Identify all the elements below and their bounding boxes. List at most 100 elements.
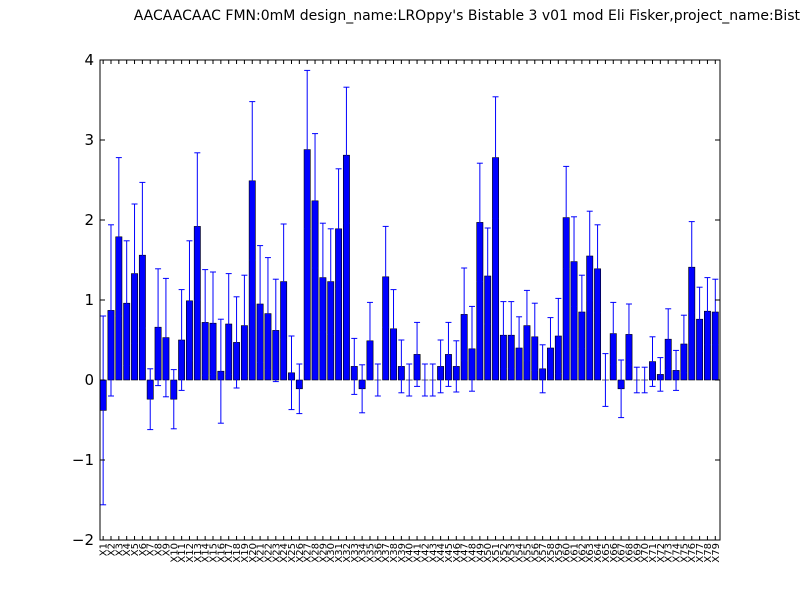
error-bar-X33 — [351, 337, 358, 395]
y-tick-label: −2 — [72, 531, 94, 549]
error-bar-X10 — [170, 369, 177, 430]
error-bar-X23 — [272, 278, 279, 383]
x-tick-label: X15 — [209, 543, 220, 563]
x-tick-label: X44 — [436, 543, 447, 563]
x-tick-label: X53 — [507, 543, 518, 563]
error-bar-X2 — [107, 224, 114, 397]
x-tick-label: X19 — [240, 543, 251, 563]
error-bar-X60 — [563, 165, 570, 270]
error-bar-X18 — [233, 296, 240, 389]
x-tick-label: X1 — [99, 543, 110, 556]
x-tick-label: X48 — [468, 543, 479, 563]
error-bar-X26 — [296, 363, 303, 415]
x-tick-label: X2 — [106, 543, 117, 556]
y-tick-label: 0 — [84, 371, 94, 389]
x-tick-label: X31 — [334, 543, 345, 563]
x-tick-label: X16 — [216, 543, 227, 563]
error-bar-X78 — [704, 277, 711, 346]
x-tick-label: X75 — [679, 543, 690, 563]
error-bar-X72 — [657, 357, 664, 392]
x-tick-label: X63 — [585, 543, 596, 563]
error-bar-X41 — [414, 321, 421, 387]
error-bar-X43 — [429, 363, 436, 397]
x-tick-label: X34 — [358, 543, 369, 563]
error-bar-X49 — [476, 162, 483, 283]
x-tick-label: X62 — [577, 543, 588, 563]
error-bar-X70 — [641, 366, 648, 394]
error-bar-X71 — [649, 336, 656, 387]
x-tick-label: X64 — [593, 543, 604, 563]
x-tick-label: X12 — [185, 543, 196, 563]
error-bar-X59 — [555, 297, 562, 375]
x-tick-label: X39 — [397, 543, 408, 563]
chart-title-text: AACAACAAC FMN:0mM design_name:LROppy's B… — [133, 8, 800, 24]
error-bar-X3 — [115, 157, 122, 317]
error-bar-X11 — [178, 289, 185, 391]
x-tick-label: X41 — [413, 543, 424, 563]
x-tick-label: X18 — [232, 543, 243, 563]
x-axis: X1X2X3X4X5X6X7X8X9X10X11X12X13X14X15X16X… — [99, 60, 722, 563]
error-bar-X34 — [359, 364, 366, 414]
error-bar-X45 — [445, 321, 452, 387]
error-bar-X64 — [594, 224, 601, 314]
x-tick-label: X35 — [365, 543, 376, 563]
error-bar-X19 — [241, 274, 248, 377]
error-bar-X75 — [680, 314, 687, 374]
x-tick-label: X8 — [154, 543, 165, 556]
x-tick-label: X23 — [271, 543, 282, 563]
error-bar-X50 — [484, 227, 491, 325]
x-tick-label: X7 — [146, 543, 157, 556]
error-bar-X6 — [139, 181, 146, 329]
x-tick-label: X76 — [687, 543, 698, 563]
x-tick-label: X33 — [350, 543, 361, 563]
x-tick-label: X21 — [256, 543, 267, 563]
error-bar-X22 — [264, 257, 271, 371]
error-bar-X4 — [123, 240, 130, 367]
error-bar-X53 — [508, 301, 515, 370]
x-tick-label: X59 — [554, 543, 565, 563]
error-bar-X42 — [421, 363, 428, 397]
x-tick-label: X78 — [703, 543, 714, 563]
error-bar-X24 — [280, 223, 287, 340]
x-tick-label: X67 — [617, 543, 628, 563]
error-bar-X57 — [539, 344, 546, 394]
error-bar-X12 — [186, 240, 193, 362]
error-bar-X15 — [210, 271, 217, 375]
x-tick-label: X65 — [601, 543, 612, 563]
error-bar-X20 — [249, 101, 256, 261]
x-tick-label: X24 — [279, 543, 290, 563]
error-bar-X21 — [257, 245, 264, 363]
error-bar-X8 — [155, 268, 162, 387]
error-bar-X27 — [304, 69, 311, 230]
x-tick-label: X73 — [664, 543, 675, 563]
error-bar-X1 — [100, 315, 107, 506]
x-tick-label: X45 — [444, 543, 455, 563]
error-bar-X55 — [523, 289, 530, 362]
x-tick-label: X14 — [201, 543, 212, 563]
error-bar-X39 — [398, 339, 405, 394]
error-bar-X7 — [147, 368, 154, 431]
error-bar-X73 — [665, 308, 672, 371]
y-tick-label: −1 — [72, 451, 94, 469]
error-bar-X35 — [366, 301, 373, 380]
x-tick-label: X71 — [648, 543, 659, 563]
x-tick-label: X20 — [248, 543, 259, 563]
error-bar-X65 — [602, 353, 609, 407]
plot-frame — [99, 59, 721, 541]
error-bar-X14 — [202, 269, 209, 376]
error-bar-X58 — [547, 317, 554, 379]
error-bar-X30 — [327, 228, 334, 335]
x-tick-label: X5 — [130, 543, 141, 556]
x-tick-label: X17 — [224, 543, 235, 563]
error-bar-X47 — [461, 267, 468, 362]
x-tick-label: X74 — [672, 543, 683, 563]
x-tick-label: X22 — [263, 543, 274, 563]
x-tick-label: X40 — [405, 543, 416, 563]
x-tick-label: X42 — [420, 543, 431, 563]
error-bar-X61 — [571, 216, 578, 307]
error-bar-X56 — [531, 302, 538, 371]
x-tick-label: X60 — [562, 543, 573, 563]
x-tick-label: X36 — [373, 543, 384, 563]
error-bar-X48 — [469, 305, 475, 392]
error-bar-X54 — [516, 316, 523, 380]
